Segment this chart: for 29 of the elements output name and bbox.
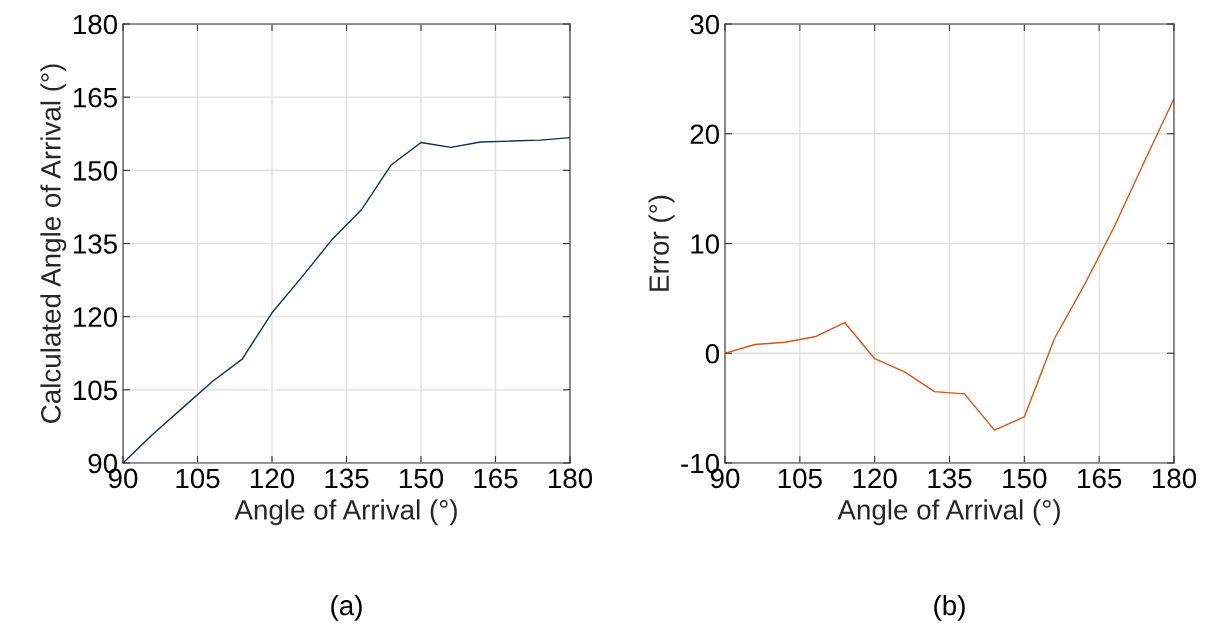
x-tick-label: 105 [778,468,822,489]
x-tick-label: 105 [176,468,220,489]
y-tick-label: 120 [73,307,118,328]
x-axis-title: Angle of Arrival (°) [837,499,1060,526]
line-series [725,97,1174,431]
y-tick-label: 10 [691,234,720,254]
y-tick-label: 0 [705,343,720,364]
x-tick-label: 165 [474,468,518,489]
x-tick-label: 150 [1003,468,1047,489]
x-tick-label: 135 [928,468,972,489]
x-tick-label: 120 [250,468,295,489]
x-axis-title: Angle of Arrival (°) [234,499,457,526]
y-axis-title: Calculated Angle of Arrival (°) [40,64,67,423]
x-tick-label: 165 [1078,468,1122,489]
x-tick-label: 150 [399,468,444,489]
y-tick-label: 180 [73,14,118,35]
y-tick-label: 150 [73,161,118,181]
y-axis-title: Error (°) [648,195,675,291]
x-tick-label: 180 [548,468,593,489]
x-tick-label: 180 [1152,468,1197,489]
text: (b) [934,594,965,621]
x-tick-label: 120 [853,468,897,489]
text: (a) [331,594,362,621]
y-tick-label: 165 [73,87,117,108]
y-tick-label: 135 [73,234,117,254]
y-tick-label: 105 [73,380,117,401]
y-tick-label: 30 [690,14,720,35]
y-tick-label: 20 [690,124,720,145]
x-tick-label: 135 [325,468,369,489]
